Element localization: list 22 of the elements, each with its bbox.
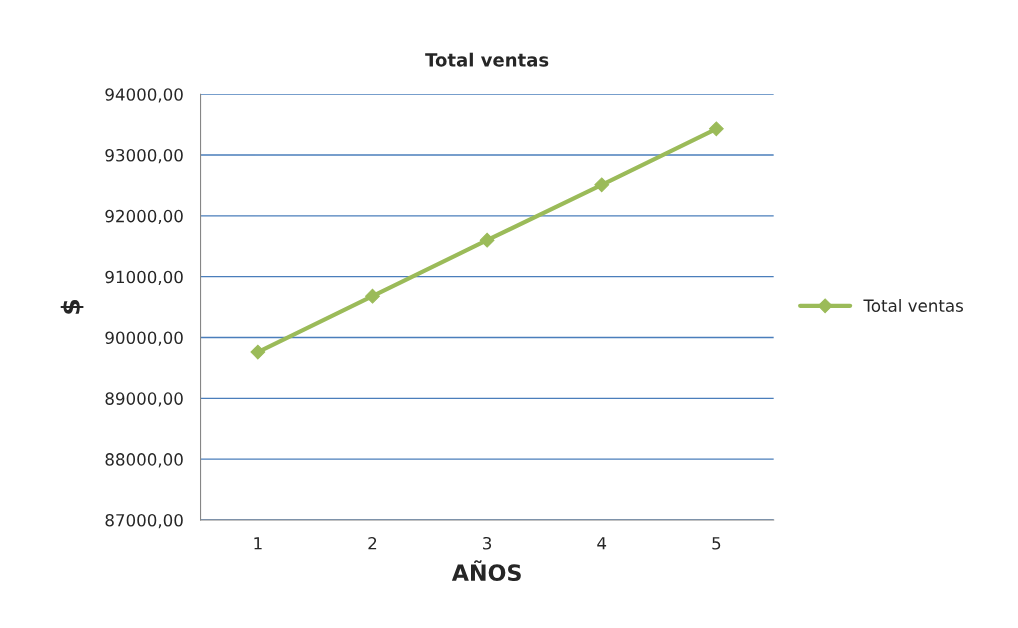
legend-label: Total ventas: [863, 299, 963, 312]
point: [708, 121, 724, 137]
point: [250, 344, 266, 360]
y-tick-label: 88000,00: [105, 453, 183, 468]
chart-title: Total ventas: [425, 52, 549, 67]
y-tick-label: 87000,00: [105, 513, 183, 529]
y-tick-label: 89000,00: [105, 392, 183, 407]
y-tick-label: 94000,00: [105, 88, 183, 103]
y-tick-label: 91000,00: [105, 270, 183, 285]
point: [594, 177, 610, 193]
y-tick-label: 92000,00: [105, 209, 183, 225]
x-tick-label: 3: [483, 536, 492, 550]
point: [365, 288, 380, 304]
y-axis-title: $: [60, 300, 84, 314]
x-tick-label: 5: [712, 537, 721, 550]
x-tick-label: 4: [597, 537, 607, 550]
x-axis-title: AÑOS: [451, 560, 521, 582]
x-tick-label: 1: [254, 537, 262, 550]
point: [479, 232, 495, 248]
y-tick-label: 90000,00: [105, 331, 183, 346]
y-tick-label: 93000,00: [105, 148, 183, 164]
x-tick-label: 2: [368, 536, 377, 550]
